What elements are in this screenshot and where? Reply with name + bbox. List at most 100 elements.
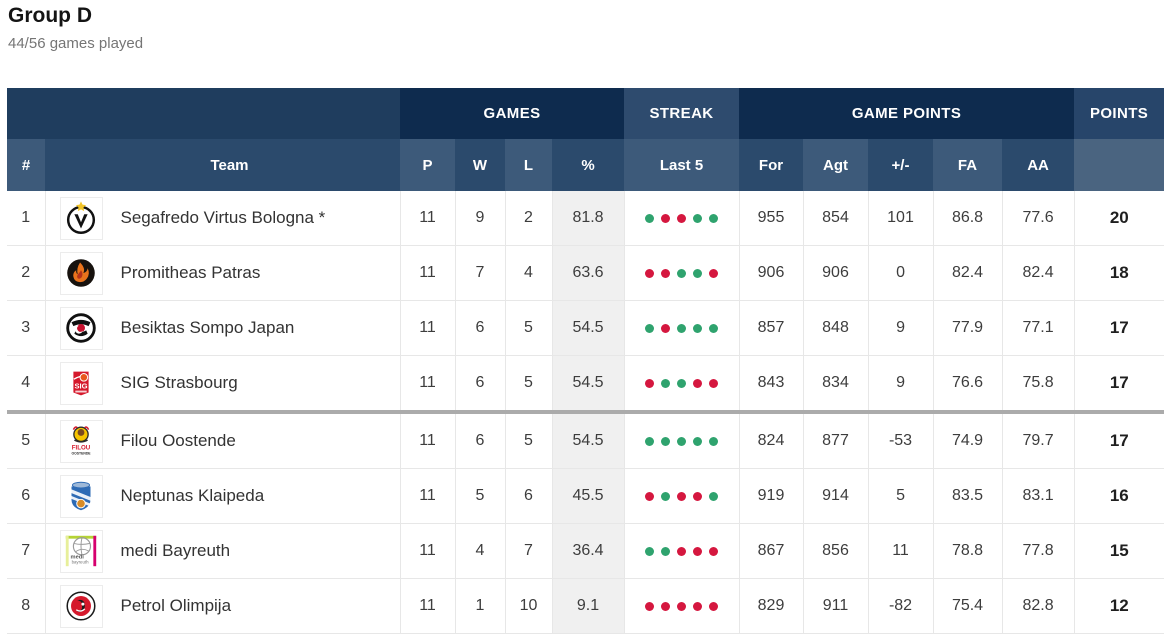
loss-dot (661, 323, 671, 333)
fa-cell: 75.4 (932, 578, 1003, 634)
team-cell[interactable]: SIG SIG Strasbourg (44, 355, 400, 413)
diff-cell: 9 (867, 300, 934, 357)
diff-cell: -53 (867, 410, 934, 470)
win-dot (677, 268, 687, 278)
loss-dot (661, 268, 671, 278)
team-name[interactable]: medi Bayreuth (120, 541, 231, 561)
team-name[interactable]: SIG Strasbourg (120, 373, 238, 393)
team-name[interactable]: Segafredo Virtus Bologna * (120, 208, 326, 228)
rank-cell: 3 (7, 300, 45, 357)
table-row[interactable]: 8 Petrol Olimpija (7, 578, 1164, 634)
played-cell: 11 (399, 523, 455, 580)
table-row[interactable]: 3 Besiktas Sompo Japan (7, 300, 1164, 357)
points-for-cell: 824 (738, 410, 804, 470)
group-header-row: GAMES STREAK GAME POINTS POINTS (7, 88, 1164, 140)
loss-dot (709, 378, 719, 388)
win-dot (709, 436, 719, 446)
points-cell: 17 (1073, 355, 1164, 413)
col-header-last5: Last 5 (624, 139, 740, 192)
col-header-aa: AA (1002, 139, 1075, 192)
team-name[interactable]: Petrol Olimpija (120, 596, 232, 616)
table-row[interactable]: 5 FILOU OOSTENDE Filou Oostende (7, 410, 1164, 470)
medi-bayreuth-logo: medi bayreuth (59, 529, 103, 573)
col-header-against: Agt (803, 139, 869, 192)
table-row[interactable]: 7 medi bayreuth (7, 523, 1164, 580)
played-cell: 11 (399, 300, 455, 357)
pct-cell: 81.8 (551, 191, 625, 247)
losses-cell: 5 (504, 410, 552, 470)
losses-cell: 5 (504, 300, 552, 357)
team-cell[interactable]: Petrol Olimpija (44, 578, 400, 634)
points-against-cell: 856 (802, 523, 869, 580)
played-cell: 11 (399, 355, 455, 413)
rank-cell: 4 (7, 355, 45, 413)
wins-cell: 6 (454, 410, 505, 470)
team-name[interactable]: Filou Oostende (120, 431, 236, 451)
standings-table: GAMES STREAK GAME POINTS POINTS # Team P… (7, 88, 1164, 634)
fa-cell: 76.6 (932, 355, 1003, 413)
wins-cell: 9 (454, 191, 505, 247)
col-header-for: For (739, 139, 804, 192)
losses-cell: 4 (504, 245, 552, 302)
played-cell: 11 (399, 468, 455, 525)
win-dot (677, 436, 687, 446)
team-name[interactable]: Neptunas Klaipeda (120, 486, 265, 506)
win-dot (709, 491, 719, 501)
points-cell: 17 (1073, 410, 1164, 470)
points-for-cell: 843 (738, 355, 804, 413)
wins-cell: 7 (454, 245, 505, 302)
diff-cell: 101 (867, 191, 934, 247)
points-against-cell: 877 (802, 410, 869, 470)
win-dot (661, 378, 671, 388)
promitheas-patras-logo (59, 251, 103, 295)
loss-dot (645, 491, 655, 501)
team-cell[interactable]: FILOU OOSTENDE Filou Oostende (44, 410, 400, 470)
win-dot (645, 323, 655, 333)
diff-cell: -82 (867, 578, 934, 634)
table-row[interactable]: 1 Segafredo Virtus Bologna * 11 9 2 81.8 (7, 191, 1164, 247)
fa-cell: 74.9 (932, 410, 1003, 470)
virtus-bologna-logo (59, 196, 103, 240)
played-cell: 11 (399, 191, 455, 247)
points-for-cell: 857 (738, 300, 804, 357)
team-cell[interactable]: Neptunas Klaipeda (44, 468, 400, 525)
wins-cell: 5 (454, 468, 505, 525)
points-cell: 17 (1073, 300, 1164, 357)
team-name[interactable]: Besiktas Sompo Japan (120, 318, 295, 338)
streak-cell (623, 468, 740, 525)
pct-cell: 9.1 (551, 578, 625, 634)
aa-cell: 77.8 (1001, 523, 1075, 580)
rank-cell: 6 (7, 468, 45, 525)
win-dot (677, 323, 687, 333)
pct-cell: 36.4 (551, 523, 625, 580)
team-cell[interactable]: Segafredo Virtus Bologna * (44, 191, 400, 247)
win-dot (693, 323, 703, 333)
win-dot (693, 436, 703, 446)
win-dot (693, 213, 703, 223)
points-against-cell: 914 (802, 468, 869, 525)
team-cell[interactable]: Promitheas Patras (44, 245, 400, 302)
points-against-cell: 848 (802, 300, 869, 357)
streak-cell (623, 410, 740, 470)
losses-cell: 6 (504, 468, 552, 525)
loss-dot (677, 213, 687, 223)
loss-dot (693, 491, 703, 501)
pct-cell: 45.5 (551, 468, 625, 525)
streak-cell (623, 191, 740, 247)
team-cell[interactable]: medi bayreuth medi Bayreuth (44, 523, 400, 580)
team-name[interactable]: Promitheas Patras (120, 263, 261, 283)
table-row[interactable]: 6 Neptunas Klaipeda 11 (7, 468, 1164, 525)
rank-cell: 1 (7, 191, 45, 247)
filou-oostende-logo: FILOU OOSTENDE (59, 419, 103, 463)
col-header-losses: L (505, 139, 552, 192)
loss-dot (709, 601, 719, 611)
svg-text:SIG: SIG (74, 382, 87, 391)
win-dot (645, 546, 655, 556)
points-for-cell: 867 (738, 523, 804, 580)
pct-cell: 63.6 (551, 245, 625, 302)
table-row[interactable]: 2 Promitheas Patras 11 7 4 63.6 (7, 245, 1164, 302)
team-cell[interactable]: Besiktas Sompo Japan (44, 300, 400, 357)
diff-cell: 0 (867, 245, 934, 302)
table-row[interactable]: 4 SIG SIG Strasbourg 11 (7, 355, 1164, 413)
win-dot (661, 436, 671, 446)
